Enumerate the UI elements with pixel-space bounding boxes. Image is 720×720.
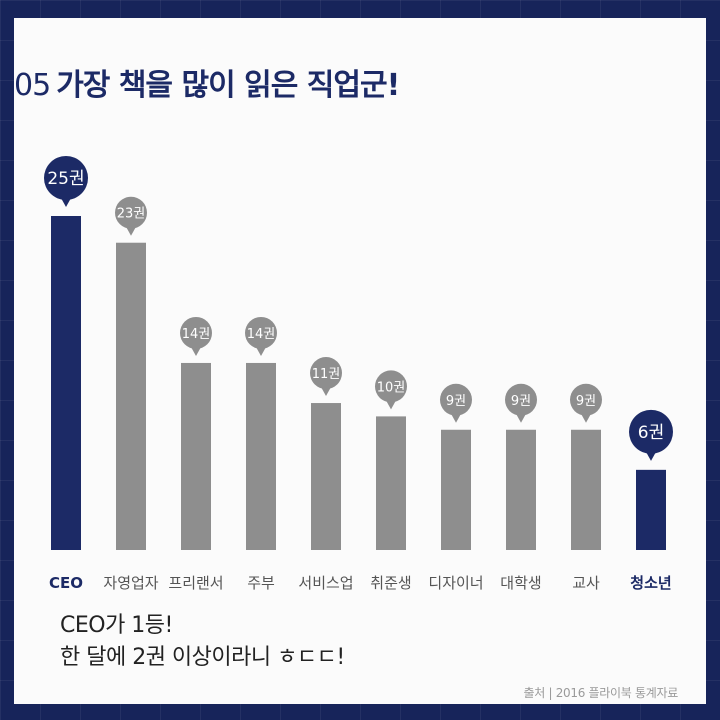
value-bubble-tail-2: [126, 226, 136, 236]
value-bubble-3: [180, 316, 212, 349]
bar-3: [181, 362, 211, 550]
value-bubble-7: [440, 383, 472, 416]
value-label-5: 11권: [312, 367, 341, 382]
value-bubble-tail-6: [386, 400, 396, 410]
note-line-1: CEO가 1등!: [60, 613, 173, 638]
title-text: 가장 책을 많이 읽은 직업군!: [56, 68, 400, 103]
category-label-1: CEO: [49, 574, 83, 592]
value-bubble-2: [115, 196, 147, 229]
value-bubble-tail-10: [646, 451, 656, 461]
value-bubble-9: [570, 383, 602, 416]
bar-4: [246, 362, 276, 550]
value-label-7: 9권: [446, 394, 466, 409]
category-label-3: 프리랜서: [168, 574, 223, 592]
title-number: 05: [14, 68, 51, 103]
note-line-2: 한 달에 2권 이상이라니 ㅎㄷㄷ!: [60, 645, 345, 670]
category-label-4: 주부: [247, 574, 275, 592]
value-label-6: 10권: [377, 380, 406, 395]
page-title: 05 가장 책을 많이 읽은 직업군!: [14, 64, 400, 108]
value-bubble-4: [245, 316, 277, 349]
value-bubble-1: [44, 156, 88, 200]
category-label-2: 자영업자: [103, 574, 158, 592]
value-label-10: 6권: [638, 423, 664, 443]
value-bubble-8: [505, 383, 537, 416]
value-bubble-tail-5: [321, 387, 331, 397]
bar-9: [571, 429, 601, 550]
bar-6: [376, 416, 406, 550]
value-bubble-tail-8: [516, 413, 526, 423]
value-label-4: 14권: [247, 327, 276, 342]
value-bubble-10: [629, 409, 673, 454]
value-bubble-tail-4: [256, 346, 266, 356]
value-label-2: 23권: [117, 207, 146, 222]
value-bubble-5: [310, 357, 342, 390]
value-label-1: 25권: [47, 169, 84, 189]
bar-5: [311, 403, 341, 550]
category-label-7: 디자이너: [428, 574, 483, 592]
value-bubble-tail-1: [61, 198, 71, 207]
source-text: 출처 | 2016 플라이북 통계자료: [523, 686, 678, 700]
category-label-10: 청소년: [630, 574, 671, 592]
category-label-5: 서비스업: [298, 574, 353, 592]
value-bubble-tail-7: [451, 413, 461, 423]
value-label-9: 9권: [576, 394, 596, 409]
value-bubble-tail-9: [581, 413, 591, 423]
value-bubble-6: [375, 370, 407, 403]
value-label-8: 9권: [511, 394, 531, 409]
value-bubble-tail-3: [191, 346, 201, 356]
category-label-9: 교사: [572, 574, 600, 592]
category-label-6: 취준생: [370, 574, 411, 592]
bar-1: [51, 216, 81, 550]
bar-10: [636, 469, 666, 550]
note-text: CEO가 1등! 한 달에 2권 이상이라니 ㅎㄷㄷ!: [60, 610, 345, 674]
bar-7: [441, 429, 471, 550]
category-label-8: 대학생: [500, 574, 541, 592]
value-label-3: 14권: [182, 327, 211, 342]
bar-2: [116, 242, 146, 550]
bar-8: [506, 429, 536, 550]
